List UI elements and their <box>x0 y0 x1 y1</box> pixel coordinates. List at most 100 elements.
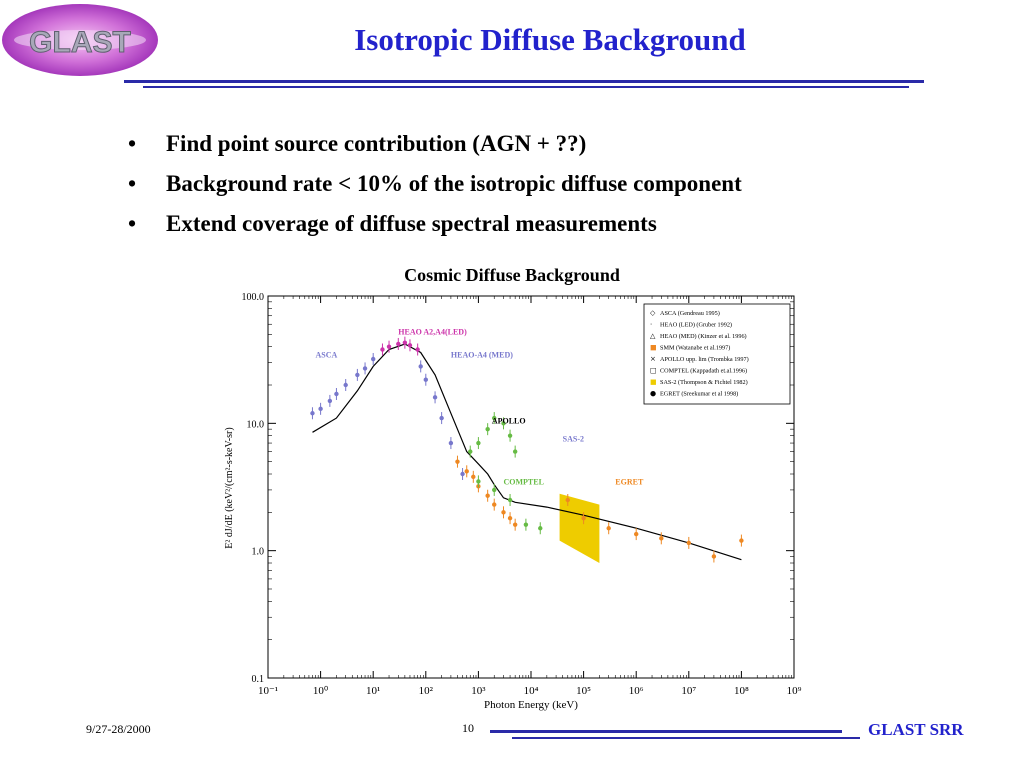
page-number: 10 <box>462 721 474 735</box>
data-point <box>507 497 513 503</box>
data-point <box>476 440 481 446</box>
legend-marker: ■ <box>650 378 657 386</box>
data-point <box>492 415 497 421</box>
data-point <box>485 493 490 498</box>
data-point <box>371 356 376 362</box>
data-point <box>432 395 438 400</box>
data-point <box>310 411 315 416</box>
data-point <box>501 510 506 515</box>
data-point <box>492 487 497 493</box>
data-point <box>538 526 543 531</box>
data-point <box>686 540 691 546</box>
bullet-dot: • <box>128 211 137 236</box>
legend-entry: HEAO (LED) (Gruber 1992) <box>660 322 732 329</box>
data-point <box>407 343 413 348</box>
data-point <box>492 502 497 507</box>
x-tick-label: 10⁸ <box>734 685 749 697</box>
chart-annotation: EGRET <box>615 478 644 487</box>
legend-marker: ◇ <box>650 309 656 317</box>
data-point <box>327 398 333 404</box>
data-point <box>476 479 481 484</box>
chart-annotation: SAS-2 <box>563 434 584 443</box>
bullet-text: Background rate < 10% of the isotropic d… <box>166 171 742 196</box>
x-tick-label: 10⁰ <box>313 685 329 697</box>
sas2-band-layer <box>559 493 600 563</box>
x-tick-labels: 10⁻¹ 10⁰ 10¹ 10² 10³ 10⁴ 10⁵ 10⁶ 10⁷ 10⁸ 10⁹ <box>258 685 802 697</box>
y-axis-label: E² dJ/dE (keV²/(cm²-s-keV-sr) <box>224 427 235 548</box>
glast-logo: GLAST <box>2 4 158 76</box>
data-point <box>468 449 473 454</box>
x-tick-label: 10² <box>419 685 434 697</box>
x-axis-label: Photon Energy (keV) <box>484 699 578 711</box>
x-tick-label: 10⁻¹ <box>258 685 278 697</box>
legend-marker: · <box>650 321 652 329</box>
bullet-text: Extend coverage of diffuse spectral meas… <box>166 211 657 236</box>
x-tick-label: 10⁶ <box>629 685 644 697</box>
chart-title: Cosmic Diffuse Background <box>404 265 620 285</box>
bullet-item: • Extend coverage of diffuse spectral mea… <box>128 204 742 244</box>
legend-entry: SMM (Watanabe et al.1997) <box>660 345 730 352</box>
chart-annotation: ASCA <box>316 350 338 359</box>
footer-date: 9/27-28/2000 <box>86 722 151 736</box>
legend-entry: HEAO (MED) (Kinzer et al. 1996) <box>660 333 747 340</box>
legend-marker: ■ <box>650 344 657 352</box>
slide-title: Isotropic Diffuse Background <box>354 22 746 57</box>
data-point <box>565 497 570 503</box>
data-point <box>396 341 401 347</box>
data-point <box>581 515 586 521</box>
data-point <box>439 415 444 421</box>
total-model-curve <box>312 343 742 561</box>
bullet-dot: • <box>128 131 137 156</box>
data-point <box>355 372 360 378</box>
data-point <box>485 426 490 432</box>
y-tick-label: 100.0 <box>242 292 265 303</box>
footer-rule-secondary <box>512 737 860 739</box>
data-point <box>711 554 717 559</box>
y-tick-labels: 0.1 1.0 10.0 100.0 <box>242 292 265 685</box>
data-point <box>512 449 518 454</box>
footer-rule <box>490 730 842 733</box>
data-points-layer <box>310 336 744 563</box>
data-point <box>455 459 460 464</box>
legend-box <box>643 303 791 405</box>
bullet-item: • Find point source contribution (AGN + ?… <box>128 124 742 164</box>
x-tick-label: 10⁹ <box>787 685 802 697</box>
data-point <box>507 433 513 438</box>
x-tick-label: 10³ <box>471 685 486 697</box>
logo-text: GLAST <box>29 26 131 59</box>
legend-marker: ● <box>650 390 656 398</box>
x-tick-label: 10¹ <box>366 685 380 697</box>
data-point <box>512 522 518 527</box>
x-tick-label: 10⁴ <box>524 685 539 697</box>
data-point <box>634 531 639 537</box>
data-point <box>362 366 368 371</box>
model-curves-layer <box>312 343 742 561</box>
y-tick-label: 1.0 <box>252 547 265 558</box>
chart-annotation: HEAO A2,A4(LED) <box>398 327 467 336</box>
data-point <box>318 406 323 412</box>
data-point <box>523 522 529 527</box>
sas2-band <box>559 493 600 563</box>
legend-marker: × <box>650 355 656 363</box>
bullet-dot: • <box>128 171 137 196</box>
data-point <box>464 469 469 474</box>
legend-entry: ASCA (Gendreau 1995) <box>660 310 720 317</box>
chart-annotation: COMPTEL <box>503 478 543 487</box>
axis-ticks <box>267 295 795 679</box>
diffuse-background-chart: 10⁻¹ 10⁰ 10¹ 10² 10³ 10⁴ 10⁵ 10⁶ 10⁷ 10⁸ 10⁹ 0.1 1.… <box>224 292 802 711</box>
data-point <box>471 474 476 480</box>
chart-annotation: HEAO-A4 (MED) <box>451 350 513 359</box>
data-point <box>739 538 744 543</box>
y-tick-label: 10.0 <box>247 419 265 430</box>
bullet-item: • Background rate < 10% of the isotropic … <box>128 164 742 204</box>
legend-entry: COMPTEL (Kappadath et.al.1996) <box>660 368 747 375</box>
legend-marker: □ <box>650 367 657 375</box>
bullet-list: • Find point source contribution (AGN + ?… <box>128 124 742 244</box>
data-point <box>380 347 385 352</box>
chart-annotation: APOLLO <box>492 416 526 425</box>
footer-brand: GLAST SRR <box>868 720 964 739</box>
annotations-layer: HEAO A2,A4(LED) ASCA HEAO-A4 (MED) APOLLO SA… <box>316 327 644 486</box>
legend-entry: EGRET (Sreekumar et al 1998) <box>660 391 738 398</box>
data-point <box>659 536 664 541</box>
data-point <box>606 526 611 531</box>
